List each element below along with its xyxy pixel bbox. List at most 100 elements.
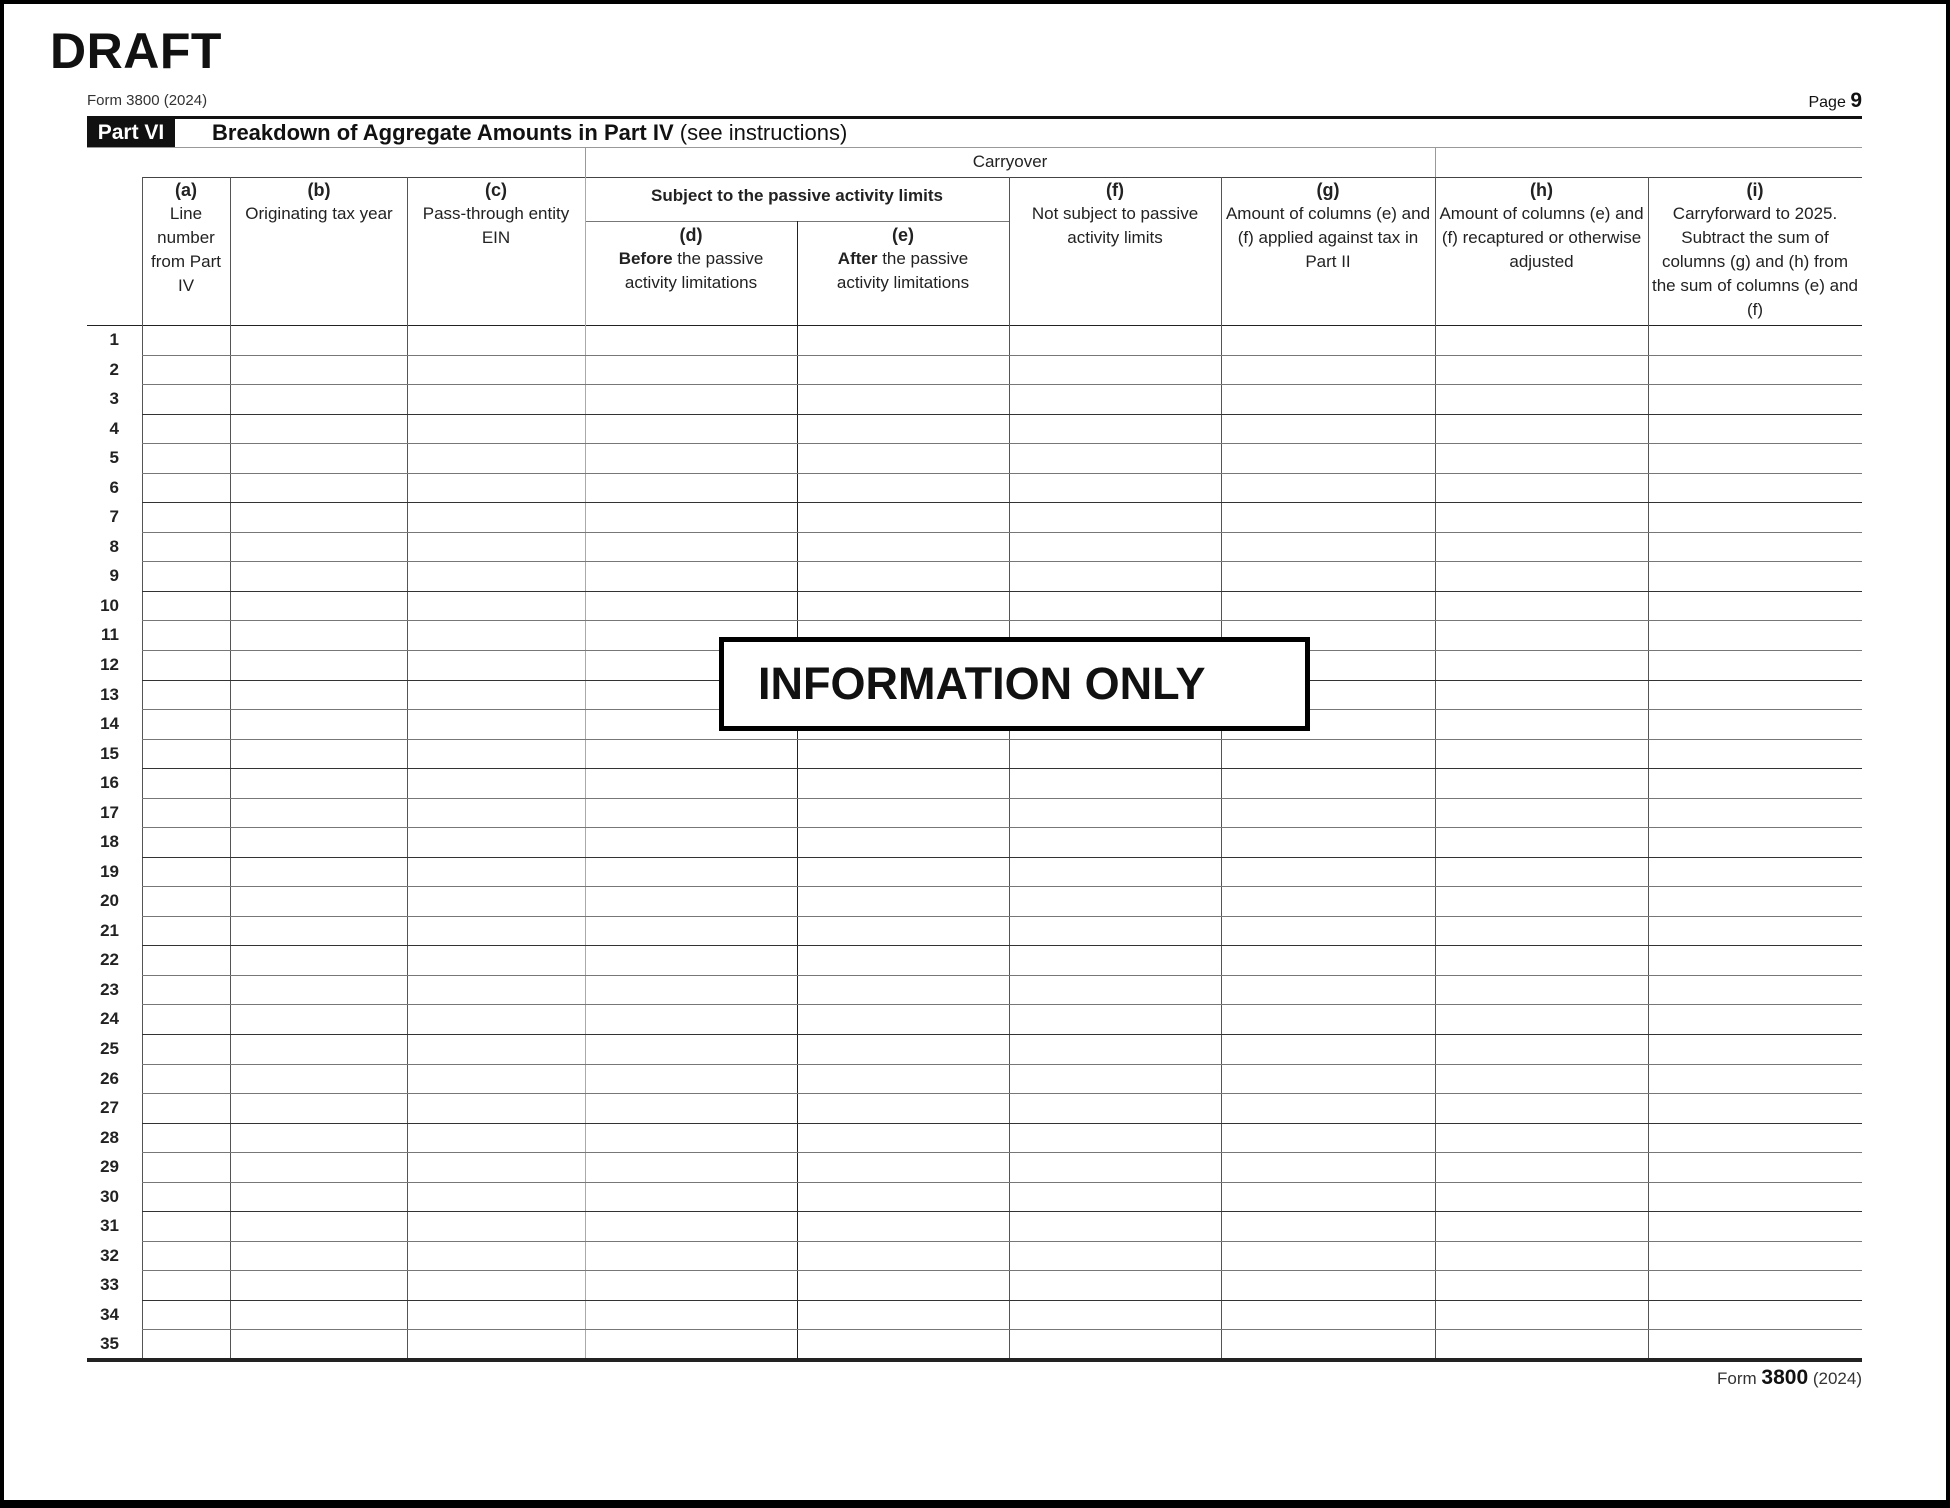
cell-b-line-8[interactable] xyxy=(231,533,406,561)
cell-c-line-1[interactable] xyxy=(408,326,584,354)
cell-e-line-28[interactable] xyxy=(798,1124,1008,1152)
cell-c-line-28[interactable] xyxy=(408,1124,584,1152)
cell-a-line-17[interactable] xyxy=(143,799,229,827)
cell-c-line-34[interactable] xyxy=(408,1301,584,1329)
cell-i-line-3[interactable] xyxy=(1649,385,1861,413)
cell-b-line-29[interactable] xyxy=(231,1153,406,1181)
cell-b-line-27[interactable] xyxy=(231,1094,406,1122)
cell-e-line-32[interactable] xyxy=(798,1242,1008,1270)
cell-g-line-1[interactable] xyxy=(1222,326,1434,354)
cell-d-line-31[interactable] xyxy=(586,1212,796,1240)
cell-d-line-1[interactable] xyxy=(586,326,796,354)
cell-c-line-9[interactable] xyxy=(408,562,584,590)
cell-c-line-21[interactable] xyxy=(408,917,584,945)
cell-d-line-15[interactable] xyxy=(586,740,796,768)
cell-i-line-13[interactable] xyxy=(1649,681,1861,709)
cell-i-line-5[interactable] xyxy=(1649,444,1861,472)
cell-g-line-25[interactable] xyxy=(1222,1035,1434,1063)
cell-f-line-15[interactable] xyxy=(1010,740,1220,768)
cell-b-line-33[interactable] xyxy=(231,1271,406,1299)
cell-h-line-27[interactable] xyxy=(1436,1094,1647,1122)
cell-f-line-6[interactable] xyxy=(1010,474,1220,502)
cell-a-line-11[interactable] xyxy=(143,621,229,649)
cell-a-line-21[interactable] xyxy=(143,917,229,945)
cell-h-line-14[interactable] xyxy=(1436,710,1647,738)
cell-f-line-33[interactable] xyxy=(1010,1271,1220,1299)
cell-c-line-4[interactable] xyxy=(408,415,584,443)
cell-a-line-28[interactable] xyxy=(143,1124,229,1152)
cell-g-line-3[interactable] xyxy=(1222,385,1434,413)
cell-b-line-10[interactable] xyxy=(231,592,406,620)
cell-h-line-2[interactable] xyxy=(1436,356,1647,384)
cell-c-line-31[interactable] xyxy=(408,1212,584,1240)
cell-d-line-27[interactable] xyxy=(586,1094,796,1122)
cell-c-line-12[interactable] xyxy=(408,651,584,679)
cell-f-line-19[interactable] xyxy=(1010,858,1220,886)
cell-d-line-9[interactable] xyxy=(586,562,796,590)
cell-e-line-3[interactable] xyxy=(798,385,1008,413)
cell-i-line-6[interactable] xyxy=(1649,474,1861,502)
cell-e-line-5[interactable] xyxy=(798,444,1008,472)
cell-c-line-16[interactable] xyxy=(408,769,584,797)
cell-i-line-21[interactable] xyxy=(1649,917,1861,945)
cell-h-line-33[interactable] xyxy=(1436,1271,1647,1299)
cell-a-line-20[interactable] xyxy=(143,887,229,915)
cell-g-line-31[interactable] xyxy=(1222,1212,1434,1240)
cell-f-line-16[interactable] xyxy=(1010,769,1220,797)
cell-a-line-25[interactable] xyxy=(143,1035,229,1063)
cell-a-line-16[interactable] xyxy=(143,769,229,797)
cell-c-line-25[interactable] xyxy=(408,1035,584,1063)
cell-f-line-18[interactable] xyxy=(1010,828,1220,856)
cell-a-line-1[interactable] xyxy=(143,326,229,354)
cell-f-line-7[interactable] xyxy=(1010,503,1220,531)
cell-d-line-18[interactable] xyxy=(586,828,796,856)
cell-c-line-18[interactable] xyxy=(408,828,584,856)
cell-a-line-15[interactable] xyxy=(143,740,229,768)
cell-c-line-26[interactable] xyxy=(408,1065,584,1093)
cell-b-line-15[interactable] xyxy=(231,740,406,768)
cell-c-line-30[interactable] xyxy=(408,1183,584,1211)
cell-h-line-32[interactable] xyxy=(1436,1242,1647,1270)
cell-g-line-18[interactable] xyxy=(1222,828,1434,856)
cell-a-line-32[interactable] xyxy=(143,1242,229,1270)
cell-d-line-28[interactable] xyxy=(586,1124,796,1152)
cell-h-line-16[interactable] xyxy=(1436,769,1647,797)
cell-e-line-10[interactable] xyxy=(798,592,1008,620)
cell-a-line-31[interactable] xyxy=(143,1212,229,1240)
cell-g-line-26[interactable] xyxy=(1222,1065,1434,1093)
cell-e-line-29[interactable] xyxy=(798,1153,1008,1181)
cell-h-line-4[interactable] xyxy=(1436,415,1647,443)
cell-f-line-24[interactable] xyxy=(1010,1005,1220,1033)
cell-i-line-18[interactable] xyxy=(1649,828,1861,856)
cell-g-line-34[interactable] xyxy=(1222,1301,1434,1329)
cell-e-line-31[interactable] xyxy=(798,1212,1008,1240)
cell-i-line-23[interactable] xyxy=(1649,976,1861,1004)
cell-b-line-30[interactable] xyxy=(231,1183,406,1211)
cell-a-line-30[interactable] xyxy=(143,1183,229,1211)
cell-a-line-9[interactable] xyxy=(143,562,229,590)
cell-d-line-8[interactable] xyxy=(586,533,796,561)
cell-e-line-1[interactable] xyxy=(798,326,1008,354)
cell-a-line-23[interactable] xyxy=(143,976,229,1004)
cell-b-line-22[interactable] xyxy=(231,946,406,974)
cell-e-line-22[interactable] xyxy=(798,946,1008,974)
cell-b-line-14[interactable] xyxy=(231,710,406,738)
cell-h-line-22[interactable] xyxy=(1436,946,1647,974)
cell-h-line-24[interactable] xyxy=(1436,1005,1647,1033)
cell-b-line-4[interactable] xyxy=(231,415,406,443)
cell-g-line-22[interactable] xyxy=(1222,946,1434,974)
cell-g-line-6[interactable] xyxy=(1222,474,1434,502)
cell-b-line-12[interactable] xyxy=(231,651,406,679)
cell-f-line-28[interactable] xyxy=(1010,1124,1220,1152)
cell-e-line-15[interactable] xyxy=(798,740,1008,768)
cell-g-line-33[interactable] xyxy=(1222,1271,1434,1299)
cell-f-line-23[interactable] xyxy=(1010,976,1220,1004)
cell-b-line-23[interactable] xyxy=(231,976,406,1004)
cell-c-line-27[interactable] xyxy=(408,1094,584,1122)
cell-h-line-12[interactable] xyxy=(1436,651,1647,679)
cell-e-line-4[interactable] xyxy=(798,415,1008,443)
cell-d-line-24[interactable] xyxy=(586,1005,796,1033)
cell-a-line-6[interactable] xyxy=(143,474,229,502)
cell-e-line-30[interactable] xyxy=(798,1183,1008,1211)
cell-b-line-13[interactable] xyxy=(231,681,406,709)
